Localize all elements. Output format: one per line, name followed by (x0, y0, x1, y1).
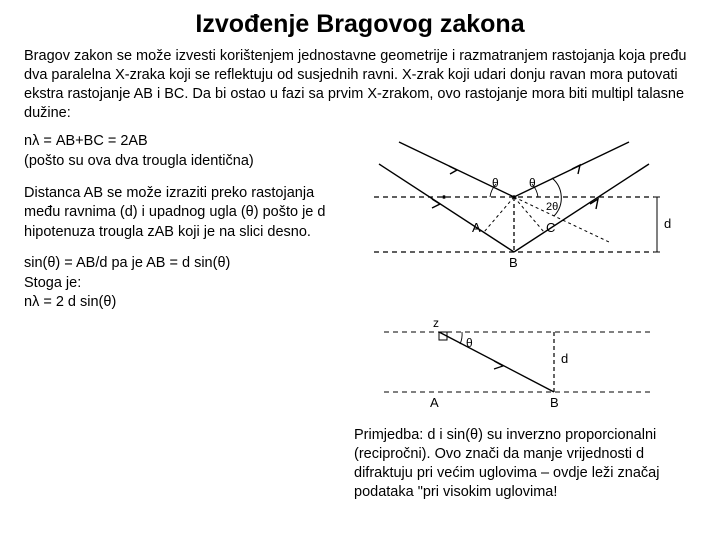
eq2-line3: nλ = 2 d sin(θ) (24, 294, 116, 310)
page-title: Izvođenje Bragovog zakona (24, 10, 696, 39)
label-B: B (509, 255, 518, 270)
eq1-line1: nλ = AB+BC = 2AB (24, 133, 148, 149)
label-z: z (433, 316, 439, 330)
label-A-bot: A (430, 395, 439, 410)
label-C: C (546, 220, 555, 235)
eq2-line1: sin(θ) = AB/d pa je AB = d sin(θ) (24, 255, 230, 271)
left-column: nλ = AB+BC = 2AB (pošto su ova dva troug… (24, 132, 344, 501)
triangle-zab-diagram: θ z A B d (354, 307, 674, 417)
label-two-theta: 2θ (546, 201, 558, 213)
label-theta-left: θ (492, 176, 499, 190)
label-theta-bot: θ (466, 336, 473, 350)
right-column: d 2θ (354, 132, 696, 501)
eq2-line2: Stoga je: (24, 275, 81, 291)
label-A: A (472, 220, 481, 235)
intro-paragraph: Bragov zakon se može izvesti korištenjem… (24, 47, 696, 122)
bragg-reflection-diagram: d 2θ (354, 132, 674, 302)
label-d: d (664, 216, 671, 231)
eq1-line2: (pošto su ova dva trougla identična) (24, 153, 254, 169)
paragraph-2: Distanca AB se može izraziti preko rasto… (24, 184, 344, 243)
label-d-bot: d (561, 351, 568, 366)
label-theta-right: θ (529, 176, 536, 190)
note-paragraph: Primjedba: d i sin(θ) su inverzno propor… (354, 426, 696, 501)
label-B-bot: B (550, 395, 559, 410)
